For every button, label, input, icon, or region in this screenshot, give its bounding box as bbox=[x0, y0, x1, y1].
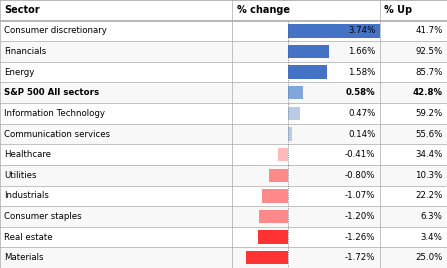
Text: 0.47%: 0.47% bbox=[348, 109, 375, 118]
Text: Consumer discretionary: Consumer discretionary bbox=[4, 27, 107, 35]
Text: S&P 500 All sectors: S&P 500 All sectors bbox=[4, 88, 100, 97]
Text: 25.0%: 25.0% bbox=[415, 253, 443, 262]
Text: -1.72%: -1.72% bbox=[345, 253, 375, 262]
Text: 59.2%: 59.2% bbox=[415, 109, 443, 118]
FancyBboxPatch shape bbox=[0, 227, 447, 247]
FancyBboxPatch shape bbox=[0, 103, 447, 124]
Text: 1.66%: 1.66% bbox=[348, 47, 375, 56]
Text: -1.20%: -1.20% bbox=[345, 212, 375, 221]
Text: Healthcare: Healthcare bbox=[4, 150, 51, 159]
FancyBboxPatch shape bbox=[288, 127, 292, 141]
Text: 1.58%: 1.58% bbox=[348, 68, 375, 77]
FancyBboxPatch shape bbox=[246, 251, 288, 265]
Text: Utilities: Utilities bbox=[4, 171, 37, 180]
FancyBboxPatch shape bbox=[0, 21, 447, 41]
FancyBboxPatch shape bbox=[288, 107, 300, 120]
FancyBboxPatch shape bbox=[0, 144, 447, 165]
Text: -0.41%: -0.41% bbox=[345, 150, 375, 159]
Text: 22.2%: 22.2% bbox=[415, 191, 443, 200]
FancyBboxPatch shape bbox=[0, 62, 447, 83]
Text: Financials: Financials bbox=[4, 47, 47, 56]
FancyBboxPatch shape bbox=[0, 0, 447, 21]
FancyBboxPatch shape bbox=[0, 41, 447, 62]
Text: Consumer staples: Consumer staples bbox=[4, 212, 82, 221]
Text: 92.5%: 92.5% bbox=[415, 47, 443, 56]
Text: % change: % change bbox=[237, 5, 290, 15]
Text: Information Technology: Information Technology bbox=[4, 109, 105, 118]
FancyBboxPatch shape bbox=[257, 230, 288, 244]
FancyBboxPatch shape bbox=[0, 247, 447, 268]
FancyBboxPatch shape bbox=[288, 65, 327, 79]
FancyBboxPatch shape bbox=[0, 206, 447, 227]
FancyBboxPatch shape bbox=[262, 189, 288, 203]
Text: Energy: Energy bbox=[4, 68, 35, 77]
FancyBboxPatch shape bbox=[288, 45, 329, 58]
Text: Communication services: Communication services bbox=[4, 129, 110, 139]
Text: 0.14%: 0.14% bbox=[348, 129, 375, 139]
FancyBboxPatch shape bbox=[0, 83, 447, 103]
Text: 55.6%: 55.6% bbox=[415, 129, 443, 139]
Text: 3.4%: 3.4% bbox=[421, 233, 443, 241]
Text: Materials: Materials bbox=[4, 253, 44, 262]
FancyBboxPatch shape bbox=[288, 86, 303, 99]
Text: -1.07%: -1.07% bbox=[345, 191, 375, 200]
Text: % Up: % Up bbox=[384, 5, 413, 15]
Text: 0.58%: 0.58% bbox=[346, 88, 375, 97]
FancyBboxPatch shape bbox=[0, 185, 447, 206]
Text: -1.26%: -1.26% bbox=[345, 233, 375, 241]
Text: 42.8%: 42.8% bbox=[413, 88, 443, 97]
FancyBboxPatch shape bbox=[0, 124, 447, 144]
Text: Sector: Sector bbox=[4, 5, 40, 15]
Text: 10.3%: 10.3% bbox=[415, 171, 443, 180]
Text: 85.7%: 85.7% bbox=[415, 68, 443, 77]
FancyBboxPatch shape bbox=[259, 210, 288, 223]
Text: 41.7%: 41.7% bbox=[415, 27, 443, 35]
Text: 3.74%: 3.74% bbox=[348, 27, 375, 35]
FancyBboxPatch shape bbox=[269, 169, 288, 182]
Text: Industrials: Industrials bbox=[4, 191, 49, 200]
Text: -0.80%: -0.80% bbox=[345, 171, 375, 180]
Text: 6.3%: 6.3% bbox=[421, 212, 443, 221]
FancyBboxPatch shape bbox=[0, 165, 447, 185]
FancyBboxPatch shape bbox=[278, 148, 288, 161]
Text: Real estate: Real estate bbox=[4, 233, 53, 241]
FancyBboxPatch shape bbox=[288, 24, 380, 38]
Text: 34.4%: 34.4% bbox=[415, 150, 443, 159]
